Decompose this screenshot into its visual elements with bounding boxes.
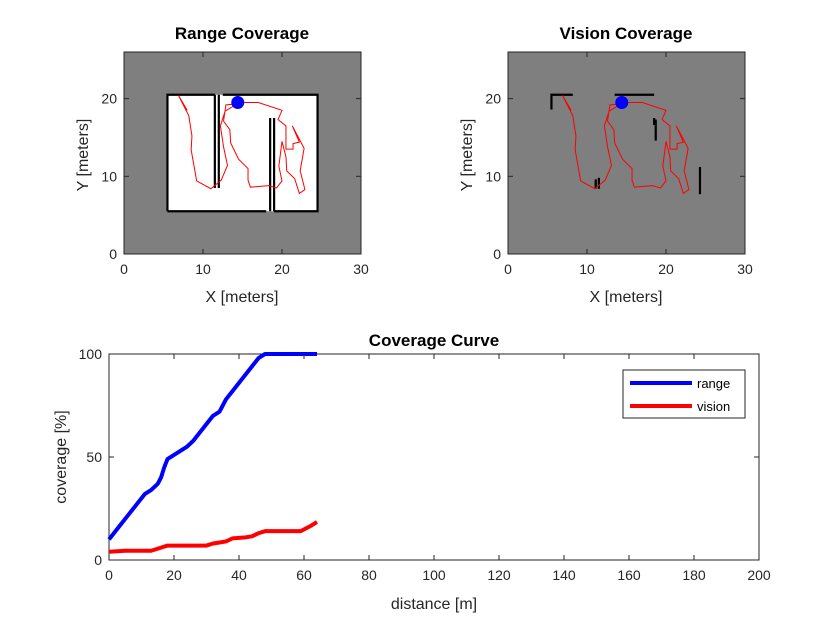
vision-xlabel: X [meters] bbox=[590, 289, 663, 306]
coverage-ylabel: coverage [%] bbox=[53, 410, 70, 503]
p2-xtick-label: 20 bbox=[658, 261, 674, 277]
p2-ytick-label: 10 bbox=[485, 168, 501, 184]
p3-xtick-label: 60 bbox=[296, 567, 312, 583]
p2-xtick-label: 30 bbox=[737, 261, 753, 277]
vision-axes-box bbox=[507, 51, 746, 255]
p1-wall-segment bbox=[222, 93, 319, 213]
p2-ytick-label: 0 bbox=[493, 246, 501, 262]
series-line-vision bbox=[108, 520, 319, 554]
legend-box bbox=[622, 369, 746, 419]
p1-xtick-label: 20 bbox=[274, 261, 290, 277]
vision-walls bbox=[550, 93, 702, 195]
p3-xtick-label: 20 bbox=[166, 567, 182, 583]
range-trajectory bbox=[178, 95, 306, 195]
range-xlabel: X [meters] bbox=[206, 289, 279, 306]
vision-map-background bbox=[508, 52, 745, 254]
p1-free-region bbox=[167, 94, 318, 212]
coverage-curve-plot: 0 20 40 60 80 100 120 140 160 180 200 0 50 100 Covera… bbox=[53, 331, 771, 613]
legend-label-vision: vision bbox=[697, 399, 730, 414]
p1-ytick-label: 0 bbox=[109, 246, 117, 262]
p1-xtick-label: 0 bbox=[120, 261, 128, 277]
p3-xtick-label: 160 bbox=[617, 567, 641, 583]
range-walls bbox=[166, 93, 319, 213]
p1-xtick-label: 30 bbox=[353, 261, 369, 277]
range-coverage-plot: 0 10 20 30 0 10 20 Range Coverage X [meters] Y… bbox=[75, 24, 369, 306]
range-robot-marker bbox=[231, 96, 245, 109]
vision-ticks: 0 10 20 30 0 10 20 bbox=[485, 52, 753, 277]
coverage-xlabel: distance [m] bbox=[391, 596, 477, 613]
p3-xtick-label: 0 bbox=[105, 567, 113, 583]
p1-ytick-label: 20 bbox=[101, 91, 117, 107]
legend-label-range: range bbox=[697, 376, 730, 391]
p2-xtick-label: 0 bbox=[504, 261, 512, 277]
p1-ytick-label: 10 bbox=[101, 168, 117, 184]
coverage-lines bbox=[107, 352, 319, 554]
range-ticks: 0 10 20 30 0 10 20 bbox=[101, 52, 369, 277]
p3-xtick-label: 40 bbox=[231, 567, 247, 583]
p3-xtick-label: 80 bbox=[361, 567, 377, 583]
p3-ytick-label: 0 bbox=[94, 552, 102, 568]
p3-xtick-label: 180 bbox=[682, 567, 706, 583]
p3-ytick-label: 50 bbox=[86, 449, 102, 465]
vision-title: Vision Coverage bbox=[560, 24, 693, 43]
p3-xtick-label: 120 bbox=[487, 567, 511, 583]
range-axes-box bbox=[123, 51, 362, 255]
coverage-ticks: 0 20 40 60 80 100 120 140 160 180 200 0 50 100 bbox=[79, 346, 771, 583]
p2-xtick-label: 10 bbox=[579, 261, 595, 277]
vision-trajectory bbox=[562, 95, 690, 195]
p3-xtick-label: 140 bbox=[552, 567, 576, 583]
p1-wall-segment bbox=[166, 93, 215, 212]
vision-robot-marker bbox=[615, 96, 629, 109]
p3-xtick-label: 200 bbox=[747, 567, 771, 583]
vision-ylabel: Y [meters] bbox=[459, 119, 476, 192]
p3-ytick-label: 100 bbox=[79, 346, 103, 362]
p2-wall-segment bbox=[550, 93, 573, 110]
range-title: Range Coverage bbox=[175, 24, 309, 43]
range-ylabel: Y [meters] bbox=[75, 119, 92, 192]
range-free-space bbox=[167, 94, 318, 212]
p3-xtick-label: 100 bbox=[422, 567, 446, 583]
legend: range vision bbox=[622, 369, 746, 419]
p1-xtick-label: 10 bbox=[195, 261, 211, 277]
series-line-range bbox=[107, 352, 317, 541]
coverage-title: Coverage Curve bbox=[369, 331, 499, 350]
p2-ytick-label: 20 bbox=[485, 91, 501, 107]
